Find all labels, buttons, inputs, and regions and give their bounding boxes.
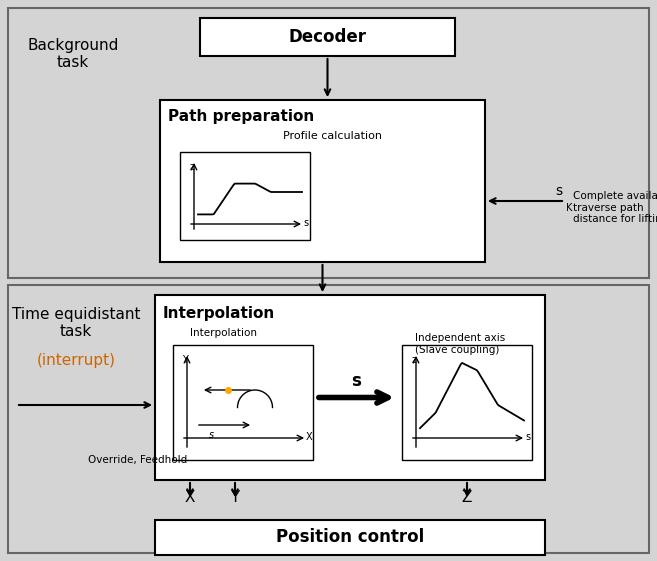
Text: Position control: Position control	[276, 528, 424, 546]
Text: Background
task: Background task	[28, 38, 119, 70]
Bar	[155, 520, 545, 555]
Text: X: X	[306, 432, 312, 442]
Text: (interrupt): (interrupt)	[37, 353, 116, 368]
Text: s: s	[304, 218, 309, 228]
Bar	[155, 295, 545, 480]
Text: Interpolation: Interpolation	[190, 328, 257, 338]
Text: Complete available
traverse path
distance for lifting: Complete available traverse path distanc…	[573, 191, 657, 224]
Text: Time equidistant
task: Time equidistant task	[12, 307, 140, 339]
Text: Interpolation: Interpolation	[163, 306, 275, 320]
Text: s: s	[351, 371, 361, 389]
Text: Profile calculation: Profile calculation	[283, 131, 382, 141]
Text: Y: Y	[231, 490, 240, 505]
Bar	[180, 152, 310, 240]
Bar	[200, 18, 455, 56]
Bar	[8, 8, 649, 278]
Text: Z: Z	[462, 490, 472, 505]
Text: Y: Y	[182, 355, 188, 365]
Text: Independent axis
(Slave coupling): Independent axis (Slave coupling)	[415, 333, 505, 356]
Text: s: s	[555, 184, 562, 198]
Bar	[402, 345, 532, 460]
Bar	[8, 285, 649, 553]
Text: Decoder: Decoder	[288, 28, 367, 46]
Text: z: z	[411, 355, 417, 365]
Bar	[173, 345, 313, 460]
Text: z: z	[189, 162, 194, 172]
Bar	[160, 100, 485, 262]
Text: Override, Feedhold: Override, Feedhold	[89, 455, 188, 465]
Text: s: s	[526, 432, 531, 442]
Text: s: s	[208, 430, 214, 440]
Text: X: X	[185, 490, 195, 505]
Text: K: K	[566, 203, 572, 213]
Text: Path preparation: Path preparation	[168, 108, 314, 123]
